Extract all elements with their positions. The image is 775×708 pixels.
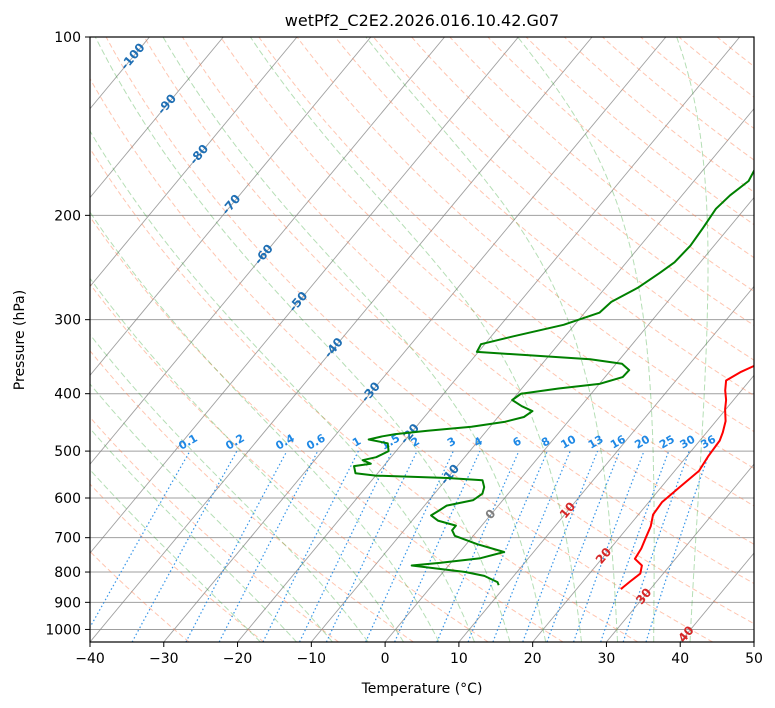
background-lines (90, 37, 754, 642)
mixing-ratio-line (546, 450, 621, 642)
y-tick-label: 700 (54, 531, 81, 547)
y-tick-label: 600 (54, 491, 81, 507)
moist-adiabat-line (676, 37, 709, 642)
x-tick-label: 50 (745, 651, 763, 667)
isotherm-line (163, 37, 667, 642)
y-tick-label: 300 (54, 313, 81, 329)
x-tick-label: 30 (598, 651, 616, 667)
isotherm-line (90, 37, 298, 288)
y-tick-label: 200 (54, 208, 81, 224)
dry-adiabat-line (90, 350, 414, 642)
mixing-ratio-line (467, 450, 548, 642)
mixing-ratio-line (600, 450, 670, 642)
dry-adiabat-line (220, 37, 754, 507)
x-tick-label: −10 (297, 651, 327, 667)
isotherm-line (310, 107, 754, 642)
moist-adiabat-line (90, 468, 261, 642)
x-tick-label: −40 (75, 651, 105, 667)
mixing-ratio-line (522, 450, 599, 642)
dry-adiabat-line (90, 77, 713, 642)
mixing-ratio-line (185, 450, 288, 642)
dry-adiabat-line (258, 37, 754, 469)
moist-adiabat-line (365, 37, 618, 642)
dry-adiabat-line (449, 37, 754, 292)
moist-adiabat-line (162, 37, 547, 642)
plot-frame (89, 36, 755, 643)
sounding-profiles (353, 168, 754, 590)
x-tick-label: −30 (149, 651, 179, 667)
dewpoint-profile-line (353, 168, 754, 586)
dry-adiabat-line (411, 37, 754, 326)
isotherm-line (90, 37, 593, 642)
isotherm-line (90, 37, 224, 199)
dry-adiabat-line (143, 37, 754, 585)
dry-adiabat-line (90, 483, 265, 642)
dry-adiabat-line (373, 37, 754, 361)
y-tick-label: 1000 (45, 622, 81, 638)
y-tick-label: 900 (54, 595, 81, 611)
x-tick-label: 40 (671, 651, 689, 667)
y-tick-label: 400 (54, 387, 81, 403)
mixing-ratio-line (262, 450, 359, 642)
temperature-profile-line (620, 364, 754, 590)
mixing-ratio-line (622, 450, 690, 642)
x-tick-label: −20 (223, 651, 253, 667)
moist-adiabat-line (90, 277, 405, 642)
dry-adiabat-line (296, 37, 754, 433)
dry-adiabat-line (90, 147, 639, 642)
mixing-ratio-line (131, 450, 238, 642)
isotherm-line (458, 285, 754, 642)
x-tick-label: 0 (381, 651, 390, 667)
x-axis-label: Temperature (°C) (361, 681, 483, 697)
isotherm-line (90, 37, 445, 465)
y-tick-label: 100 (54, 30, 81, 46)
moist-adiabat-line (90, 130, 475, 642)
chart-title: wetPf2_C2E2.2026.016.10.42.G07 (285, 11, 559, 31)
moist-adiabat-line (249, 37, 582, 642)
y-axis-label: Pressure (hPa) (12, 290, 28, 390)
axis-ticks: −40 −30 −20 −10 0 10 20 30 40 50 100 200 300 400 500 60… (45, 30, 763, 667)
isotherm-line (237, 37, 741, 642)
y-tick-label: 800 (54, 565, 81, 581)
moist-adiabat-line (90, 211, 440, 642)
moist-adiabat-line (517, 37, 655, 642)
dry-adiabat-line (181, 37, 754, 545)
isotherm-line (90, 37, 519, 554)
y-tick-label: 500 (54, 444, 81, 460)
plot-area: 0.1 0.2 0.4 0.6 1 1.5 2 3 4 6 8 10 13 16 20 25 30 36-100-… (90, 37, 754, 642)
isotherm-line (532, 374, 754, 642)
isotherm-line (606, 463, 754, 642)
dry-adiabat-line (90, 216, 564, 642)
mixing-ratio-line (645, 450, 711, 642)
dry-adiabat-line (105, 37, 754, 625)
moist-adiabat-line (90, 383, 333, 642)
mixing-ratio-line (492, 450, 571, 642)
mixing-ratio-line (90, 450, 191, 629)
moist-adiabat-line (90, 427, 297, 642)
x-tick-label: 20 (524, 651, 542, 667)
mixing-ratio-line (572, 450, 645, 642)
mixing-ratio-line (436, 450, 520, 642)
dry-adiabat-line (90, 283, 489, 642)
isotherm-line (90, 37, 372, 377)
x-tick-label: 10 (450, 651, 468, 667)
